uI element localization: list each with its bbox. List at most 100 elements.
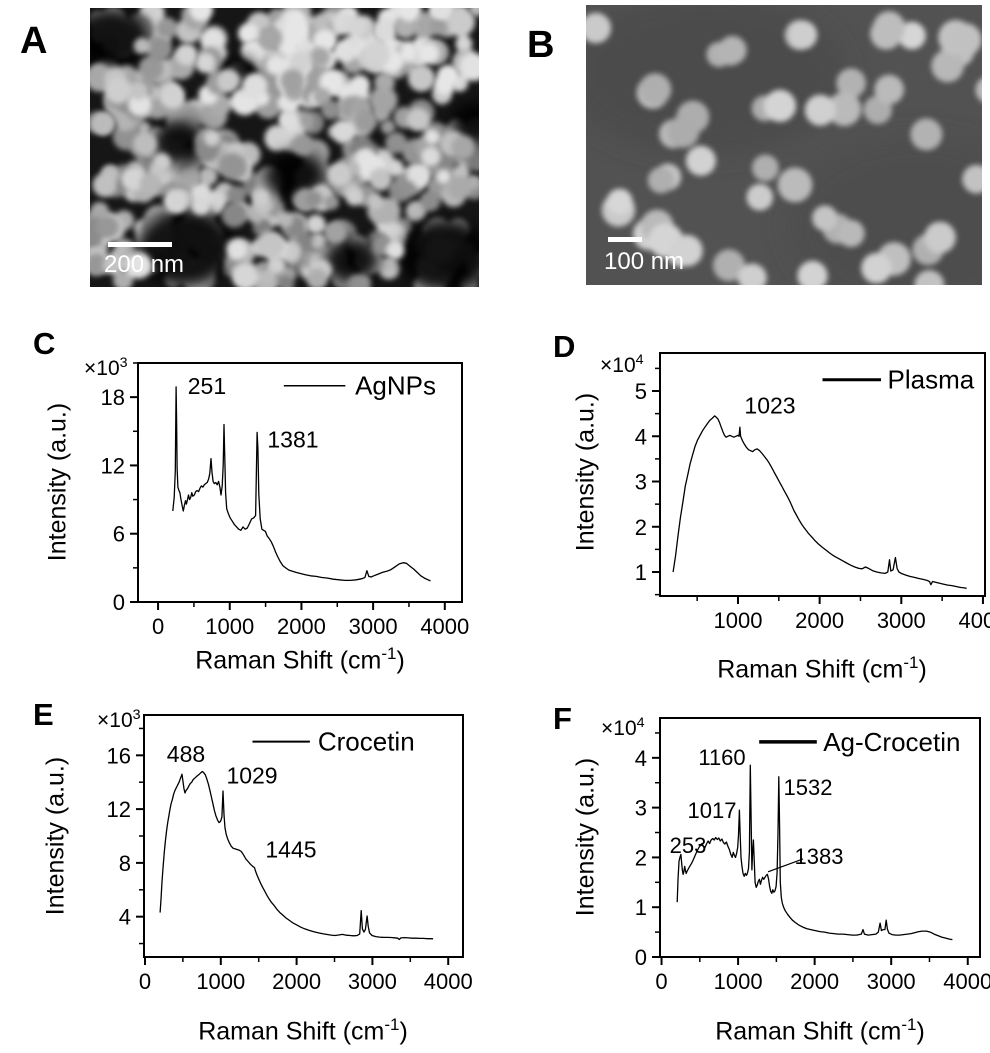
multiplier-base: ×10 (601, 717, 637, 740)
x-label-exponent: -1 (901, 1015, 917, 1034)
scale-bar-text-b: 100 nm (604, 248, 685, 275)
y-tick-label: 3 (635, 470, 647, 495)
x-label-close: ) (916, 1017, 925, 1046)
peak-annotation-1017: 1017 (688, 798, 737, 823)
panel-label-d: D (553, 329, 576, 364)
plot-frame (137, 362, 463, 603)
raman-chart-plasma: 1000 2000 3000 4000 1 2 3 4 5 Plasma 1023 (635, 352, 990, 633)
y-tick-label: 4 (119, 905, 131, 930)
x-label-close: ) (399, 1017, 408, 1046)
x-label-text: Raman Shift (cm (715, 1017, 902, 1046)
x-tick-label: 0 (655, 969, 667, 994)
y-tick-label: 2 (635, 845, 647, 870)
peak-annotation-253: 253 (670, 833, 707, 858)
peak-annotation-1029: 1029 (226, 763, 277, 789)
panel-b: B 100 nm (495, 0, 990, 310)
y-tick-label: 0 (113, 590, 125, 615)
panel-c: C ×103 Intensity (a.u.) 0 1000 2000 3000 400… (0, 320, 495, 680)
scale-bar-text-a: 200 nm (104, 251, 185, 278)
panel-label-e: E (33, 697, 54, 732)
raman-chart-crocetin: 0 1000 2000 3000 4000 4 8 12 16 Crocetin 488 1029 14… (107, 714, 473, 994)
multiplier-exponent: 3 (119, 355, 128, 371)
sem-image-b: 100 nm (586, 5, 982, 285)
x-tick-label: 0 (152, 614, 164, 639)
panel-e: E ×103 Intensity (a.u.) 0 1000 2000 3000 400… (0, 690, 495, 1053)
peak-annotation-251: 251 (188, 373, 226, 399)
x-tick-label: 3000 (867, 969, 916, 994)
spectrum-line-crocetin (159, 770, 434, 941)
x-label-exponent: -1 (384, 1015, 400, 1034)
x-label-close: ) (918, 655, 927, 684)
multiplier-base: ×10 (97, 709, 133, 732)
x-tick-label: 1000 (196, 969, 245, 994)
panel-label-a: A (20, 20, 48, 62)
multiplier-base: ×10 (84, 357, 120, 380)
x-tick-label: 0 (139, 969, 151, 994)
x-tick-label: 4000 (424, 969, 473, 994)
x-label-text: Raman Shift (cm (717, 655, 904, 684)
x-label-exponent: -1 (903, 653, 919, 672)
multiplier-exponent: 4 (636, 715, 645, 731)
x-tick-label: 4000 (420, 614, 469, 639)
panel-label-f: F (553, 701, 572, 736)
y-tick-label: 8 (119, 851, 131, 876)
x-tick-label: 2000 (790, 969, 839, 994)
y-tick-label: 1 (635, 895, 647, 920)
x-label-text: Raman Shift (cm (195, 646, 382, 675)
raman-chart-agnps: 0 1000 2000 3000 4000 0 6 12 18 AgNPs 251 1381 (101, 362, 469, 639)
multiplier-base: ×10 (600, 354, 636, 377)
x-axis-label-d: Raman Shift (cm-1) (717, 653, 927, 684)
y-axis-multiplier-c: ×103 (84, 356, 128, 379)
x-tick-label: 3000 (877, 608, 926, 633)
x-label-exponent: -1 (381, 644, 397, 663)
peak-annotation-1383: 1383 (795, 844, 844, 869)
sem-micrograph-b (586, 5, 982, 285)
y-tick-label: 1 (635, 560, 647, 585)
peak-annotation-488: 488 (167, 741, 205, 767)
legend-label: AgNPs (355, 371, 436, 401)
legend-label: Crocetin (318, 727, 415, 757)
x-tick-label: 1000 (205, 614, 254, 639)
x-label-close: ) (396, 646, 405, 675)
y-tick-label: 2 (635, 515, 647, 540)
x-tick-label: 4000 (958, 608, 990, 633)
sem-micrograph-a (90, 8, 479, 287)
peak-annotation-1532: 1532 (784, 775, 833, 800)
raman-chart-ag-crocetin: 0 1000 2000 3000 4000 0 1 2 3 4 Ag-Crocetin 253 1017… (635, 717, 990, 994)
y-tick-label: 16 (107, 743, 131, 768)
x-tick-label: 1000 (714, 969, 763, 994)
scale-bar-line-a (108, 242, 172, 247)
y-tick-label: 6 (113, 522, 125, 547)
spectrum-line-agnps (172, 386, 431, 582)
multiplier-exponent: 3 (132, 707, 141, 723)
x-tick-label: 2000 (272, 969, 321, 994)
x-tick-label: 2000 (795, 608, 844, 633)
y-tick-label: 4 (635, 746, 647, 771)
x-tick-label: 4000 (943, 969, 990, 994)
y-axis-multiplier-d: ×104 (600, 353, 644, 376)
peak-annotation-1381: 1381 (267, 426, 318, 452)
x-tick-label: 3000 (349, 614, 398, 639)
x-axis-label-f: Raman Shift (cm-1) (715, 1015, 925, 1046)
legend-label: Plasma (888, 365, 975, 395)
x-axis-label-c: Raman Shift (cm-1) (195, 644, 405, 675)
x-tick-label: 3000 (348, 969, 397, 994)
panel-d: D ×104 Intensity (a.u.) 1000200030004000… (490, 320, 990, 683)
legend-label: Ag-Crocetin (823, 727, 960, 757)
y-tick-label: 12 (101, 453, 125, 478)
plot-frame (659, 717, 981, 958)
peak-annotation-1160: 1160 (698, 745, 745, 770)
y-tick-label: 4 (635, 424, 647, 449)
x-label-text: Raman Shift (cm (198, 1017, 385, 1046)
panel-f: F ×104 Intensity (a.u.) 0 1000 2000 3000 400… (490, 690, 990, 1053)
peak-annotation-1445: 1445 (265, 836, 316, 862)
multiplier-exponent: 4 (635, 352, 644, 368)
y-axis-multiplier-f: ×104 (601, 716, 645, 739)
annotation-leader-line (767, 858, 804, 873)
y-tick-label: 12 (107, 797, 131, 822)
plot-frame (659, 352, 986, 597)
y-tick-label: 0 (635, 945, 647, 970)
sem-image-a: 200 nm (90, 8, 479, 287)
y-axis-multiplier-e: ×103 (97, 708, 141, 731)
